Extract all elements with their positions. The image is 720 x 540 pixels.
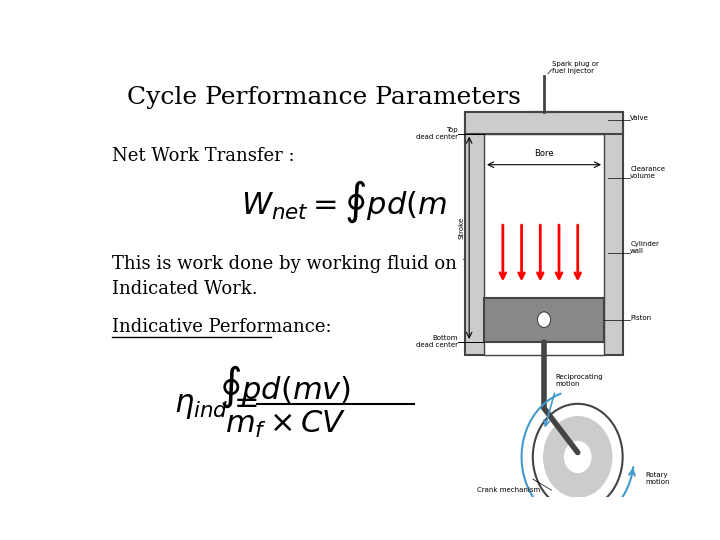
Text: Clearance
volume: Clearance volume [630,166,665,179]
Text: Spark plug or
fuel injector: Spark plug or fuel injector [552,61,598,74]
Text: Piston: Piston [630,315,652,321]
Text: $\oint pd(mv)$: $\oint pd(mv)$ [220,364,351,410]
Bar [484,298,604,342]
Text: Valve: Valve [630,116,649,122]
Text: Reciprocating
motion: Reciprocating motion [555,374,603,387]
Circle shape [537,312,551,328]
Text: Top
dead center: Top dead center [416,127,458,140]
Text: $\eta_{ind} = $: $\eta_{ind} = $ [174,390,257,421]
Text: $W_{net} = \oint pd(m$: $W_{net} = \oint pd(m$ [240,179,447,225]
Circle shape [564,442,591,472]
Bar [465,112,623,355]
Text: Bottom
dead center: Bottom dead center [416,335,458,348]
Text: Stroke: Stroke [459,217,464,239]
Text: Rotary
motion: Rotary motion [645,471,670,484]
Bar [465,112,623,134]
Text: Cycle Performance Parameters: Cycle Performance Parameters [127,85,521,109]
Circle shape [544,417,611,497]
Bar [484,134,604,355]
Text: Cylinder
wall: Cylinder wall [630,241,659,254]
Text: This is work done by working fluid on t: This is work done by working fluid on t [112,255,470,273]
Text: Indicated Work.: Indicated Work. [112,280,258,298]
Text: Crank mechanism: Crank mechanism [477,488,540,494]
Text: Indicative Performance:: Indicative Performance: [112,318,332,336]
Text: Net Work Transfer :: Net Work Transfer : [112,147,295,165]
Text: Bore: Bore [534,149,554,158]
Text: $m_f \times CV$: $m_f \times CV$ [225,409,346,440]
